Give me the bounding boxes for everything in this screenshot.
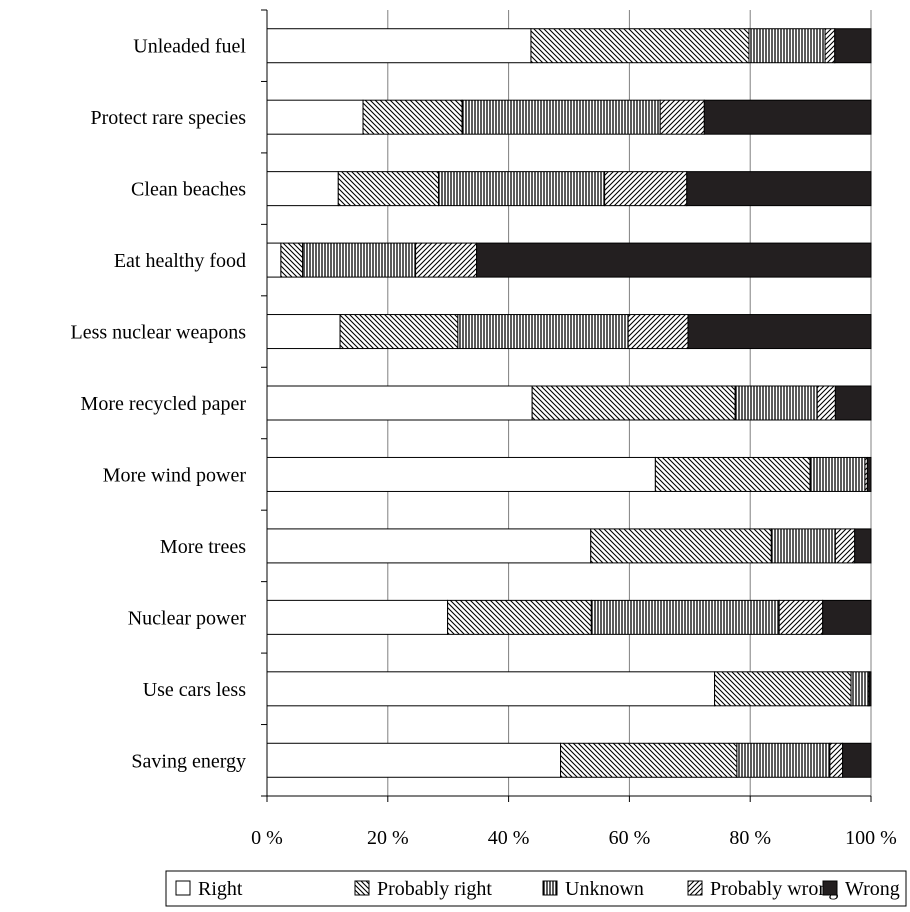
category-label: More wind power [103,464,247,486]
bar-segment-3-3 [438,171,606,207]
bar-segment-5-3 [457,314,629,350]
category-label: Clean beaches [131,179,246,201]
legend-swatch [175,880,191,896]
legend-swatch [822,880,838,896]
bar-segment-11-5 [842,742,872,778]
bar-segment-2-5 [703,99,872,135]
category-label: Eat healthy food [114,250,246,272]
bar-segment-6-3 [734,385,818,421]
bar-segment-9-1 [266,599,449,635]
category-label: Unleaded fuel [133,36,246,58]
category-labels: Unleaded fuel Protect rare species Clean b… [71,36,247,773]
x-tick-label: 60 % [609,827,651,849]
axes [261,9,872,802]
bar-segment-3-1 [266,171,339,207]
legend-label: Unknown [565,878,644,900]
bar-segment-1-1 [266,28,532,64]
bar-segment-7-5 [866,456,872,492]
x-tick-labels: 0 % 20 % 40 % 60 % 80 % 100 % [251,827,897,849]
category-label: Protect rare species [91,107,247,129]
bar-segment-7-3 [809,456,866,492]
bar-segment-5-4 [627,314,689,350]
bar-segment-7-2 [654,456,811,492]
bar-segment-9-4 [778,599,824,635]
legend-swatch [354,880,370,896]
category-label: More recycled paper [81,393,247,415]
category-label: Nuclear power [128,607,247,629]
legend: Right Probably right Unknown Probably wrong… [165,870,907,907]
legend-swatch [542,880,558,896]
bar-segment-5-1 [266,314,341,350]
legend-box [165,870,907,907]
bar-segment-3-2 [337,171,440,207]
bar-segment-10-2 [714,671,852,707]
bar-segment-6-1 [266,385,533,421]
bar-segment-8-1 [266,528,592,564]
bar-segment-8-5 [854,528,872,564]
bar-segment-10-1 [266,671,716,707]
bar-segment-1-5 [834,28,872,64]
bar-segment-9-5 [822,599,872,635]
legend-label: Probably wrong [710,878,838,900]
bar-segment-10-5 [868,671,872,707]
bar-segment-2-2 [362,99,463,135]
legend-swatch [687,880,703,896]
bar-segment-9-2 [447,599,592,635]
bar-segment-2-1 [266,99,364,135]
bar-segment-8-3 [770,528,836,564]
bar-segment-9-3 [590,599,780,635]
bar-segment-5-5 [687,314,872,350]
bar-segment-11-1 [266,742,562,778]
legend-label: Wrong [845,878,900,900]
bar-segment-11-4 [829,742,844,778]
bar-segment-7-1 [266,456,656,492]
bar-segment-10-3 [850,671,869,707]
bar-segment-3-4 [604,171,688,207]
bars [266,28,872,778]
category-label: Use cars less [143,679,247,701]
legend-label: Right [198,878,243,900]
bar-segment-4-2 [280,242,304,278]
bar-segment-11-3 [736,742,831,778]
legend-label: Probably right [377,878,492,900]
bar-segment-1-2 [530,28,750,64]
bar-segment-6-5 [834,385,872,421]
bar-segment-1-4 [824,28,836,64]
bar-segment-5-2 [339,314,459,350]
bar-segment-4-3 [302,242,417,278]
category-label: Saving energy [131,750,246,772]
bar-segment-4-1 [266,242,282,278]
x-tick-label: 20 % [367,827,409,849]
bar-segment-2-4 [659,99,705,135]
bar-segment-11-2 [560,742,738,778]
bar-segment-8-2 [590,528,772,564]
bar-segment-1-3 [748,28,826,64]
bar-segment-4-4 [415,242,478,278]
x-tick-label: 100 % [845,827,897,849]
bar-segment-4-5 [476,242,872,278]
category-label: More trees [160,536,246,558]
bar-segment-3-5 [686,171,872,207]
x-tick-label: 0 % [251,827,283,849]
bar-segment-8-4 [834,528,856,564]
category-label: Less nuclear weapons [71,322,247,344]
x-tick-label: 80 % [729,827,771,849]
bar-segment-6-4 [816,385,836,421]
bar-segment-2-3 [461,99,661,135]
bar-segment-6-2 [531,385,736,421]
x-tick-label: 40 % [488,827,530,849]
